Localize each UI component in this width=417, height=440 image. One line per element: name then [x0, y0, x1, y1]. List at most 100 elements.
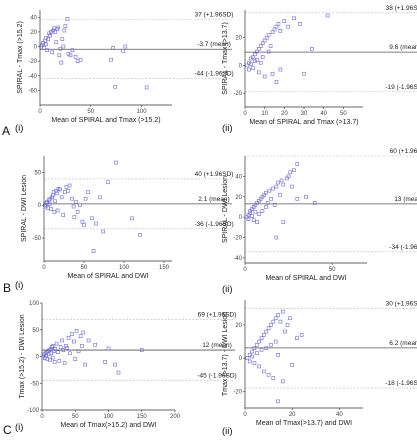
data-point	[252, 361, 257, 365]
sd-limit-label: -44 (-1.96SD)	[194, 71, 233, 78]
data-point	[253, 210, 258, 214]
data-point	[266, 372, 271, 377]
data-point	[250, 349, 254, 354]
data-point	[60, 37, 65, 42]
data-point	[66, 335, 71, 340]
data-point	[49, 351, 54, 356]
x-tick-label: 10	[261, 111, 268, 117]
x-axis-label: Mean of SPIRAL and Tmax (>15.2)	[51, 117, 160, 124]
panel-roman-numeral: (ii)	[222, 123, 233, 134]
data-point	[290, 184, 294, 189]
data-point	[57, 53, 62, 58]
y-axis-label: SPIRAL - DWI Lesion	[222, 176, 229, 243]
data-point	[269, 197, 273, 201]
x-tick-label: 50	[81, 265, 88, 271]
data-point	[94, 221, 98, 226]
data-point	[250, 214, 254, 218]
y-tick-label: 0	[34, 45, 38, 51]
data-point	[260, 209, 265, 213]
data-point	[78, 334, 83, 338]
data-point	[266, 49, 271, 54]
data-point	[60, 338, 64, 343]
data-point	[123, 44, 128, 49]
data-point	[139, 348, 144, 352]
data-point	[90, 216, 94, 221]
y-tick-label: -40	[233, 256, 242, 262]
data-point	[50, 195, 54, 200]
data-point	[76, 349, 81, 353]
data-point	[52, 360, 57, 364]
y-axis-label: Tmax (>15.2) - DWI Lesion	[19, 314, 26, 398]
data-point	[75, 59, 80, 63]
data-point	[54, 191, 59, 196]
data-point	[279, 178, 284, 183]
data-point	[44, 42, 48, 47]
data-point	[283, 329, 287, 334]
panel-roman-numeral: (i)	[15, 123, 23, 134]
data-point	[276, 399, 280, 404]
y-tick-label: 50	[32, 328, 39, 334]
panel-letter: B	[3, 281, 11, 295]
data-point	[61, 44, 66, 49]
data-point	[130, 216, 134, 221]
data-point	[262, 333, 266, 337]
x-axis-label: Mean of Tmax(>13.7) and DWI	[256, 420, 352, 427]
data-point	[281, 182, 286, 187]
data-point	[73, 54, 78, 59]
sd-limit-label: -18 (-1.96SD)	[385, 380, 417, 387]
data-point	[253, 52, 257, 57]
data-point	[278, 67, 283, 72]
data-point	[245, 356, 250, 360]
data-point	[280, 309, 285, 314]
data-point	[259, 348, 264, 352]
y-tick-label: 20	[235, 195, 242, 201]
data-point	[78, 203, 82, 208]
data-point	[58, 345, 63, 349]
data-point	[312, 201, 317, 205]
y-tick-label: 40	[235, 174, 242, 180]
data-point	[106, 180, 110, 185]
data-point	[245, 63, 249, 68]
data-point	[61, 213, 66, 217]
data-point	[276, 22, 281, 26]
data-point	[255, 49, 259, 54]
data-point	[280, 379, 285, 384]
data-point	[269, 323, 273, 327]
data-point	[255, 343, 259, 347]
data-point	[268, 44, 273, 48]
data-point	[68, 53, 73, 58]
data-point	[291, 168, 296, 173]
data-point	[46, 37, 50, 42]
data-point	[70, 196, 74, 201]
panel-4: 60 (+1.96SD) 13 (mean) -34 (-1.96SD) 0 50 -40…	[222, 148, 417, 295]
x-tick-label: 150	[137, 414, 148, 420]
data-point	[276, 313, 280, 317]
data-point	[80, 343, 84, 348]
sd-limit-label: 37 (+1.96SD)	[195, 12, 234, 19]
data-point	[81, 330, 86, 335]
data-point	[247, 359, 252, 364]
data-point	[262, 38, 267, 43]
data-point	[52, 26, 57, 31]
data-point	[67, 183, 72, 188]
data-point	[266, 33, 271, 37]
data-point	[247, 67, 251, 72]
x-tick-label: 20	[281, 111, 288, 117]
data-point	[63, 24, 68, 28]
data-point	[71, 204, 76, 209]
data-point	[51, 343, 56, 348]
data-point	[54, 40, 59, 44]
x-axis-label: Mean of SPIRAL and DWI	[67, 273, 148, 280]
y-axis-label: Tmax (>13.7) - DWI Lesion	[222, 312, 229, 396]
data-point	[68, 351, 72, 356]
data-point	[48, 33, 52, 38]
x-tick-label: 0	[42, 265, 46, 271]
x-tick-label: 200	[170, 414, 181, 420]
data-point	[251, 66, 255, 70]
data-point	[41, 41, 45, 45]
y-tick-label: 20	[30, 30, 37, 36]
data-point	[50, 50, 54, 55]
x-tick-label: 0	[38, 109, 42, 115]
data-point	[252, 346, 257, 350]
data-point	[45, 357, 50, 361]
